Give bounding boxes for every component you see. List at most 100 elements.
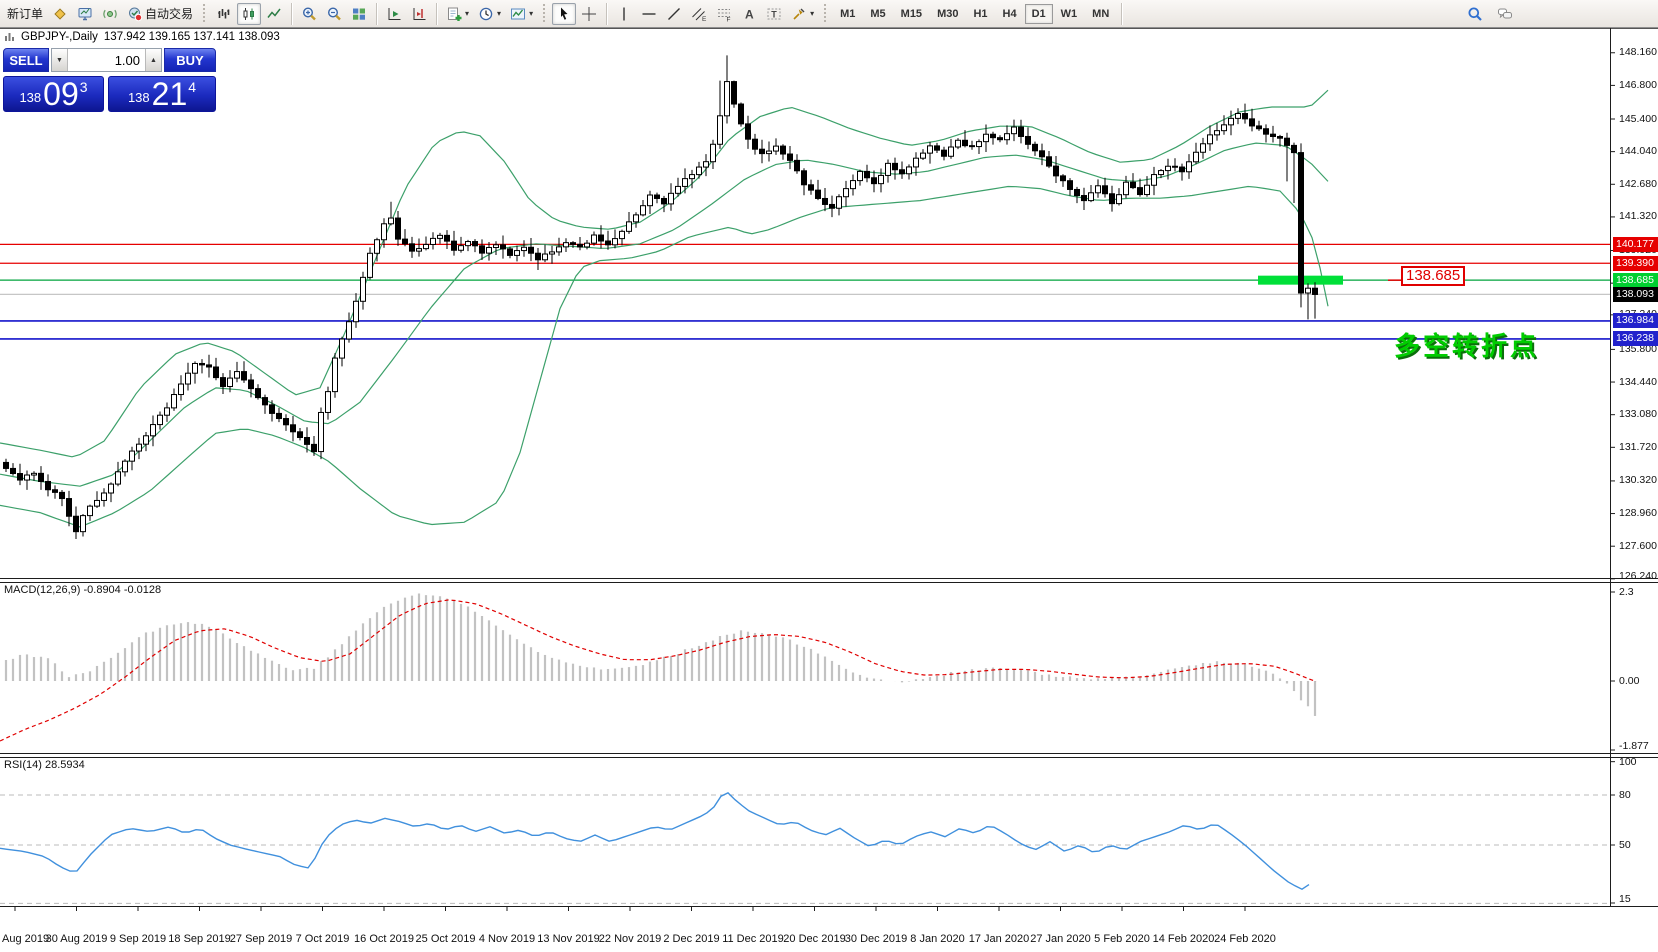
timeframe-m5[interactable]: M5 (870, 7, 886, 20)
toolbar-separator (376, 2, 378, 25)
one-click-trading-panel: SELL ▼ 1.00 ▲ BUY 138 09 3 138 21 4 (3, 46, 216, 112)
indicators-button[interactable]: ▾ (506, 3, 537, 25)
timeframe-d1[interactable]: D1 (1024, 3, 1053, 24)
date-label: 9 Sep 2019 (109, 933, 167, 945)
zoomout-icon (328, 6, 341, 20)
buy-price-point: 4 (188, 79, 197, 95)
horizontal-line-button[interactable] (637, 3, 661, 25)
crosshair-button[interactable] (577, 3, 601, 25)
price-label-139.390: 139.390 (1613, 255, 1658, 271)
date-label: 8 Jan 2020 (910, 933, 965, 945)
price-axis-tick: 127.600 (1619, 539, 1657, 552)
autoscroll-icon (388, 7, 401, 20)
macd-histogram (4, 593, 1317, 716)
search-icon (1468, 7, 1482, 21)
equidistant-channel-button[interactable]: E (687, 3, 711, 25)
price-axis-tick: 130.320 (1619, 474, 1657, 487)
chat-icon (1498, 8, 1512, 18)
cursor-button[interactable] (552, 2, 577, 25)
price-axis-tick: 131.720 (1619, 440, 1657, 453)
arrow-objects-button[interactable]: ▾ (787, 3, 818, 25)
text-button[interactable]: A (737, 3, 761, 25)
turning-point-annotation[interactable]: 多空转折点 (1394, 331, 1540, 361)
toolbar-separator (606, 2, 608, 25)
candlestick-chart-button[interactable] (237, 2, 262, 25)
new-chart-button[interactable]: ▾ (442, 3, 473, 25)
zoom-out-button[interactable] (322, 3, 346, 25)
chart-shift-button[interactable] (407, 3, 431, 25)
toolbar-grip[interactable] (823, 3, 829, 24)
auto-scroll-button[interactable] (382, 3, 406, 25)
timeframe-mn[interactable]: MN (1092, 7, 1110, 20)
volume-decrease-button[interactable]: ▼ (52, 49, 68, 71)
textA-icon: A (745, 7, 754, 21)
svg-text:F: F (727, 16, 731, 22)
rsi-scale-label: 50 (1619, 839, 1631, 851)
shapes-icon (793, 8, 805, 20)
rsi-line (0, 792, 1310, 891)
metaeditor-button[interactable] (48, 3, 72, 25)
periods-button[interactable]: ▾ (474, 3, 505, 25)
clock-icon (479, 7, 493, 20)
buy-button[interactable]: BUY (164, 48, 216, 72)
toolbar-grip[interactable] (202, 3, 208, 24)
trendline-button[interactable] (662, 3, 686, 25)
timeframe-h1[interactable]: H1 (973, 7, 988, 20)
macd-values: -0.8904 -0.0128 (83, 584, 162, 596)
newchart-icon (448, 7, 462, 21)
svg-text:A: A (745, 7, 754, 21)
bollinger-middle-band[interactable] (0, 142, 1329, 487)
toolbar-right-group (1463, 3, 1517, 25)
sell-price-point: 3 (79, 79, 88, 95)
macd-scale-label: 0.00 (1619, 675, 1640, 687)
channel-icon: E (692, 7, 707, 22)
volume-increase-button[interactable]: ▲ (145, 49, 161, 71)
timeframe-m15[interactable]: M15 (900, 7, 923, 20)
vertical-line-button[interactable] (612, 3, 636, 25)
volume-value[interactable]: 1.00 (114, 52, 140, 68)
chat-button[interactable] (1493, 3, 1517, 25)
terminal-button[interactable] (73, 3, 97, 25)
date-label: 13 Nov 2019 (537, 933, 600, 945)
timeframe-h4[interactable]: H4 (1002, 7, 1017, 20)
new-order-button[interactable]: 新订单 (3, 3, 47, 25)
bollinger-lower-band[interactable] (0, 185, 1329, 528)
price-label-140.177: 140.177 (1613, 236, 1658, 252)
fibonacci-button[interactable]: F (712, 3, 736, 25)
buy-price-box[interactable]: 138 21 4 (108, 76, 216, 112)
sell-price-box[interactable]: 138 09 3 (3, 76, 104, 112)
macd-signal-line (0, 599, 1317, 742)
price-callout-138685[interactable]: 138.685 (1401, 266, 1466, 286)
text-label-button[interactable]: T (762, 3, 786, 25)
timeframe-m1[interactable]: M1 (840, 7, 856, 20)
volume-stepper: ▼ 1.00 ▲ (51, 48, 162, 72)
price-axis-tick: 144.040 (1619, 145, 1657, 158)
timeframe-w1[interactable]: W1 (1060, 7, 1078, 20)
toolbar-grip[interactable] (542, 3, 548, 24)
fibo-icon: F (718, 8, 731, 22)
trend-icon (668, 7, 681, 20)
sell-button[interactable]: SELL (3, 48, 49, 72)
chart-mini-icon (5, 33, 14, 41)
support-highlight-segment[interactable] (1258, 275, 1343, 285)
bar-chart-button[interactable] (212, 3, 236, 25)
rsi-scale-label: 15 (1619, 893, 1631, 905)
signals-button[interactable] (98, 3, 122, 25)
price-label-138.093: 138.093 (1613, 286, 1658, 302)
sell-price-pips: 09 (43, 76, 79, 112)
zoomin-icon (303, 6, 316, 20)
date-label: 5 Feb 2020 (1094, 933, 1150, 945)
zoom-in-button[interactable] (297, 3, 321, 25)
symbol-period-label: GBPJPY-,Daily (21, 31, 98, 43)
date-label: 30 Aug 2019 (45, 933, 108, 945)
buy-price-base: 138 (127, 90, 150, 105)
line-chart-button[interactable] (262, 3, 286, 25)
auto-trading-button[interactable]: 自动交易 (123, 3, 197, 25)
search-button[interactable] (1463, 3, 1487, 25)
tile-windows-button[interactable] (347, 3, 371, 25)
chevron-down-icon: ▾ (529, 9, 534, 18)
date-label: 27 Jan 2020 (1030, 933, 1091, 945)
timeframe-m30[interactable]: M30 (937, 7, 959, 20)
bollinger-upper-band[interactable] (0, 89, 1329, 458)
